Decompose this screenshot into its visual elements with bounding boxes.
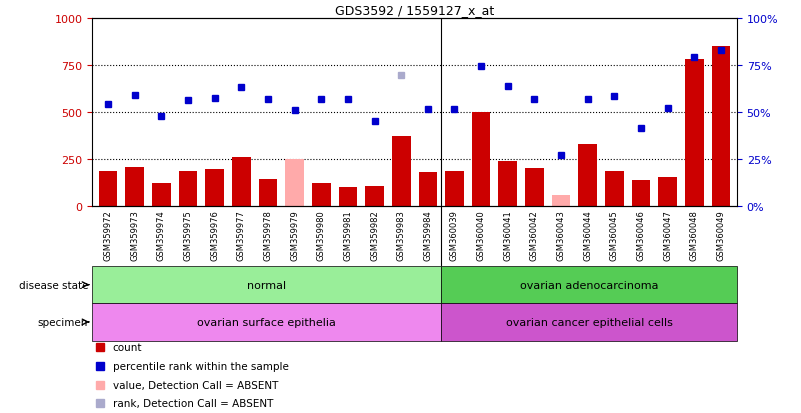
Text: GSM360042: GSM360042 <box>530 209 539 260</box>
Bar <box>445 172 464 206</box>
Text: GSM359978: GSM359978 <box>264 209 272 260</box>
Bar <box>632 180 650 206</box>
Text: GSM359972: GSM359972 <box>103 209 113 260</box>
Text: GSM360044: GSM360044 <box>583 209 592 260</box>
Text: normal: normal <box>248 280 286 290</box>
Bar <box>418 173 437 206</box>
Text: GSM359975: GSM359975 <box>183 209 192 260</box>
Text: ovarian cancer epithelial cells: ovarian cancer epithelial cells <box>505 317 673 327</box>
Text: GSM360041: GSM360041 <box>503 209 513 260</box>
Bar <box>392 137 411 206</box>
Text: GSM359984: GSM359984 <box>424 209 433 260</box>
Text: specimen: specimen <box>38 317 88 327</box>
Bar <box>179 172 197 206</box>
Text: GSM360046: GSM360046 <box>637 209 646 260</box>
Text: disease state: disease state <box>18 280 88 290</box>
Bar <box>365 187 384 206</box>
Text: GSM359973: GSM359973 <box>131 209 139 260</box>
Text: GSM360039: GSM360039 <box>450 209 459 260</box>
Bar <box>99 172 118 206</box>
Text: GSM359976: GSM359976 <box>210 209 219 260</box>
Bar <box>472 113 490 206</box>
Text: GSM360040: GSM360040 <box>477 209 485 260</box>
Bar <box>126 168 144 206</box>
Bar <box>685 60 703 206</box>
Bar <box>312 184 331 206</box>
Bar <box>285 159 304 206</box>
Bar <box>441 266 737 304</box>
Text: GSM360049: GSM360049 <box>716 209 726 260</box>
Text: percentile rank within the sample: percentile rank within the sample <box>113 361 288 371</box>
Bar <box>658 177 677 206</box>
Text: GSM359980: GSM359980 <box>316 209 326 260</box>
Text: GSM359983: GSM359983 <box>396 209 405 260</box>
Text: ovarian adenocarcinoma: ovarian adenocarcinoma <box>520 280 658 290</box>
Bar <box>92 304 441 341</box>
Text: GSM359981: GSM359981 <box>344 209 352 260</box>
Text: GSM359974: GSM359974 <box>157 209 166 260</box>
Text: GSM360045: GSM360045 <box>610 209 619 260</box>
Bar <box>232 158 251 206</box>
Bar <box>205 170 224 206</box>
Bar <box>92 266 441 304</box>
Bar <box>711 47 731 207</box>
Bar <box>441 304 737 341</box>
Text: GSM359977: GSM359977 <box>237 209 246 260</box>
Bar <box>578 145 597 206</box>
Bar <box>552 195 570 206</box>
Bar <box>498 161 517 206</box>
Bar <box>525 169 544 206</box>
Text: GSM360048: GSM360048 <box>690 209 698 260</box>
Text: GSM360047: GSM360047 <box>663 209 672 260</box>
Title: GDS3592 / 1559127_x_at: GDS3592 / 1559127_x_at <box>335 5 494 17</box>
Bar <box>339 188 357 206</box>
Text: value, Detection Call = ABSENT: value, Detection Call = ABSENT <box>113 380 278 390</box>
Text: GSM359982: GSM359982 <box>370 209 379 260</box>
Text: GSM359979: GSM359979 <box>290 209 299 260</box>
Text: rank, Detection Call = ABSENT: rank, Detection Call = ABSENT <box>113 399 273 408</box>
Bar <box>152 184 171 206</box>
Bar <box>259 179 277 206</box>
Text: count: count <box>113 343 143 353</box>
Bar <box>605 172 624 206</box>
Text: ovarian surface epithelia: ovarian surface epithelia <box>197 317 336 327</box>
Text: GSM360043: GSM360043 <box>557 209 566 260</box>
